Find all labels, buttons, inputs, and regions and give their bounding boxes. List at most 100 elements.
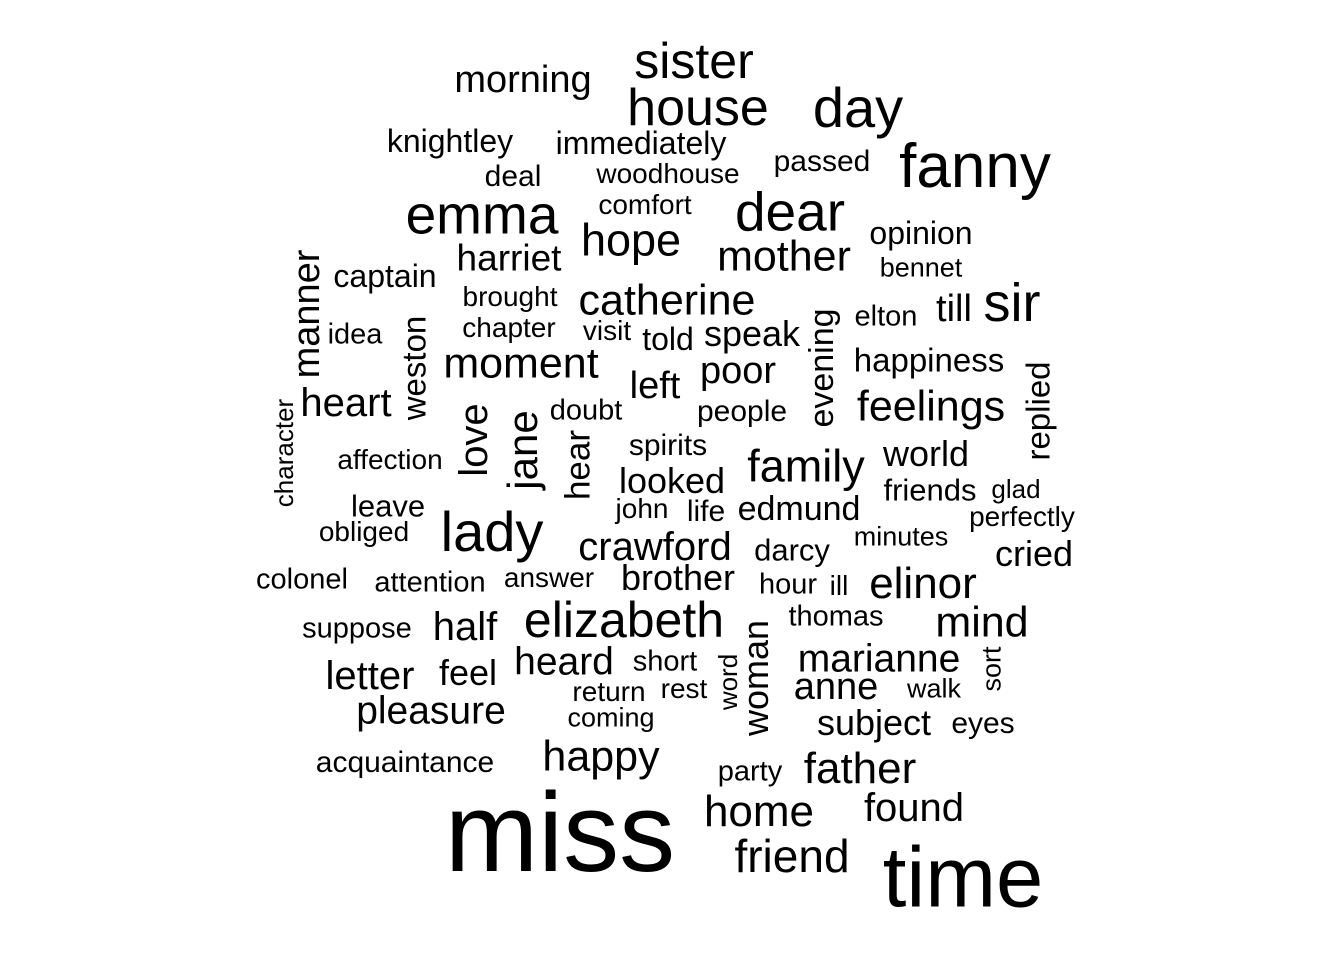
word-fanny: fanny [899,132,1051,201]
word-world: world [882,433,970,474]
word-return: return [572,676,646,707]
word-minutes: minutes [853,521,949,552]
word-happy: happy [542,732,660,781]
word-walk: walk [906,673,962,704]
word-heard: heard [514,640,614,684]
word-feelings: feelings [856,382,1006,431]
word-perfectly: perfectly [969,501,1075,532]
word-suppose: suppose [302,612,412,645]
word-harriet: harriet [456,237,562,279]
word-glad: glad [991,474,1041,504]
word-coming: coming [567,702,655,733]
word-found: found [863,786,965,830]
word-friends: friends [883,472,977,508]
word-thomas: thomas [788,600,884,633]
word-elinor: elinor [869,559,977,608]
word-spirits: spirits [628,429,708,462]
word-cried: cried [994,533,1074,574]
word-catherine: catherine [578,276,756,325]
word-crawford: crawford [578,525,732,569]
word-replied: replied [1019,361,1057,461]
word-colonel: colonel [256,563,348,596]
word-moment: moment [443,339,599,388]
word-immediately: immediately [555,125,727,161]
word-attention: attention [374,566,486,599]
word-brother: brother [620,557,736,598]
word-told: told [642,321,694,357]
word-chapter: chapter [462,312,556,343]
word-woman: woman [735,619,776,737]
word-subject: subject [816,702,932,743]
word-emma: emma [405,183,559,246]
word-family: family [747,440,865,492]
word-letter: letter [325,654,415,698]
word-elton: elton [854,300,918,333]
word-elizabeth: elizabeth [523,592,725,648]
word-manner: manner [286,249,328,379]
word-acquaintance: acquaintance [315,746,495,779]
word-darcy: darcy [754,532,830,568]
word-love: love [452,403,496,477]
word-speak: speak [703,313,801,354]
word-heart: heart [300,381,392,425]
word-left: left [629,365,681,407]
word-time: time [882,830,1044,926]
word-poor: poor [699,350,777,392]
word-visit: visit [582,315,632,346]
word-jane: jane [499,410,546,490]
word-sort: sort [976,646,1007,692]
word-father: father [803,744,917,793]
word-lady: lady [440,500,544,563]
word-affection: affection [337,444,443,475]
word-mind: mind [935,598,1029,647]
word-answer: answer [503,562,595,593]
word-looked: looked [618,460,726,501]
word-marianne: marianne [797,637,961,681]
word-word: word [713,653,743,711]
word-knightley: knightley [386,123,514,159]
word-home: home [703,787,815,836]
word-evening: evening [803,308,841,428]
word-people: people [696,395,788,428]
word-opinion: opinion [869,215,973,251]
word-party: party [717,755,783,788]
word-house: house [627,79,769,137]
word-life: life [686,495,726,528]
word-sister: sister [634,33,754,89]
word-woodhouse: woodhouse [596,158,740,189]
word-half: half [432,605,498,649]
word-edmund: edmund [737,490,861,528]
word-obliged: obliged [318,516,410,547]
word-dear: dear [734,180,846,243]
word-morning: morning [454,59,592,101]
word-hope: hope [580,214,682,266]
word-deal: deal [484,160,542,193]
word-passed: passed [773,145,871,178]
word-sir: sir [983,273,1041,333]
word-miss: miss [444,770,676,895]
word-doubt: doubt [549,394,623,427]
word-short: short [632,645,698,678]
word-ill: ill [829,570,849,601]
word-anne: anne [793,666,879,708]
word-day: day [812,76,904,139]
word-character: character [269,398,299,508]
word-captain: captain [333,258,437,294]
word-friend: friend [734,830,850,882]
word-bennet: bennet [879,252,963,283]
word-weston: weston [395,315,433,421]
word-feel: feel [438,652,498,693]
word-john: john [615,493,669,524]
word-happiness: happiness [853,341,1005,379]
word-mother: mother [717,232,851,281]
word-hour: hour [758,568,818,601]
word-till: till [936,288,972,330]
word-idea: idea [327,318,383,351]
word-leave: leave [350,488,426,524]
word-brought: brought [462,281,558,312]
word-rest: rest [660,673,708,704]
word-eyes: eyes [951,707,1015,740]
word-pleasure: pleasure [356,689,506,733]
word-comfort: comfort [598,189,692,220]
